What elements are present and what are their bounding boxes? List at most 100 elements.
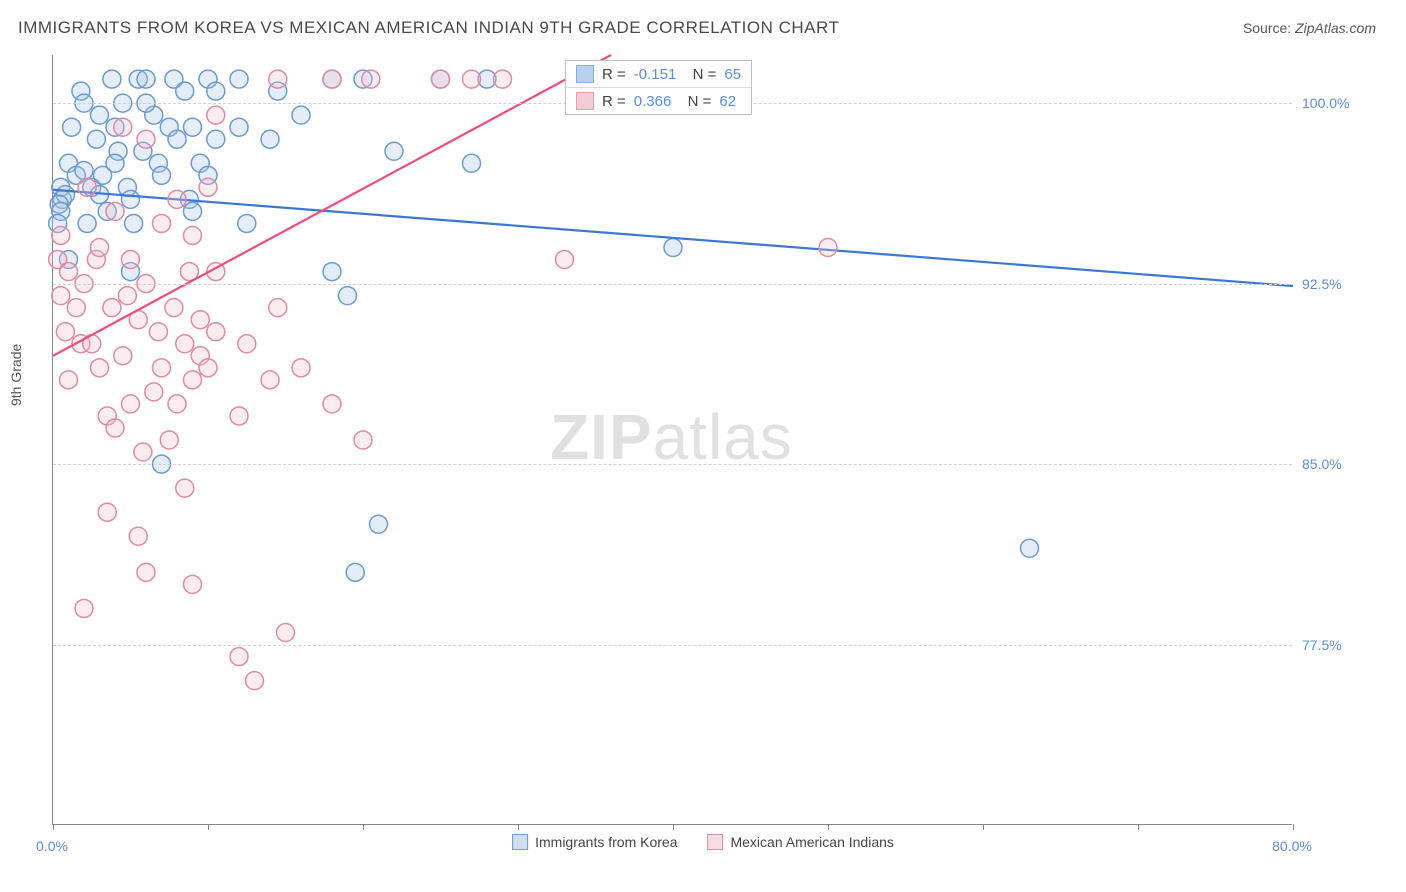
scatter-point — [230, 118, 248, 136]
legend-swatch — [576, 65, 594, 83]
scatter-point — [168, 130, 186, 148]
scatter-point — [75, 599, 93, 617]
legend-swatch — [512, 834, 528, 850]
scatter-point — [207, 323, 225, 341]
scatter-point — [207, 106, 225, 124]
scatter-point — [98, 503, 116, 521]
scatter-point — [346, 563, 364, 581]
legend-label: Immigrants from Korea — [535, 834, 677, 850]
stat-n-label: N = — [679, 93, 711, 110]
stat-r-value: -0.151 — [634, 66, 677, 83]
x-tick — [518, 824, 519, 830]
scatter-point — [168, 395, 186, 413]
scatter-point — [165, 299, 183, 317]
scatter-point — [60, 371, 78, 389]
scatter-point — [75, 162, 93, 180]
scatter-point — [261, 371, 279, 389]
scatter-point — [160, 431, 178, 449]
scatter-point — [103, 299, 121, 317]
source-label: Source: — [1243, 20, 1291, 36]
scatter-point — [238, 214, 256, 232]
scatter-point — [323, 263, 341, 281]
stat-n-label: N = — [684, 66, 716, 83]
scatter-point — [91, 359, 109, 377]
x-tick — [673, 824, 674, 830]
scatter-point — [184, 371, 202, 389]
scatter-point — [137, 130, 155, 148]
scatter-point — [67, 299, 85, 317]
scatter-point — [370, 515, 388, 533]
source-credit: Source: ZipAtlas.com — [1243, 20, 1376, 36]
scatter-point — [125, 214, 143, 232]
scatter-point — [149, 323, 167, 341]
gridline-horizontal — [53, 284, 1292, 285]
gridline-horizontal — [53, 464, 1292, 465]
scatter-point — [106, 202, 124, 220]
scatter-point — [269, 299, 287, 317]
legend-item: Immigrants from Korea — [512, 834, 677, 850]
scatter-point — [52, 287, 70, 305]
x-tick-label: 0.0% — [36, 838, 68, 854]
scatter-point — [339, 287, 357, 305]
scatter-point — [199, 359, 217, 377]
scatter-point — [230, 407, 248, 425]
scatter-point — [52, 226, 70, 244]
scatter-point — [78, 214, 96, 232]
scatter-point — [60, 263, 78, 281]
scatter-point — [153, 214, 171, 232]
source-value: ZipAtlas.com — [1295, 20, 1376, 36]
scatter-point — [1021, 539, 1039, 557]
y-tick-label: 100.0% — [1302, 95, 1349, 111]
scatter-point — [176, 82, 194, 100]
plot-area — [52, 55, 1292, 825]
scatter-point — [78, 178, 96, 196]
scatter-point — [664, 239, 682, 257]
scatter-point — [230, 70, 248, 88]
x-tick — [983, 824, 984, 830]
y-axis-label: 9th Grade — [8, 344, 24, 406]
x-tick — [1293, 824, 1294, 830]
scatter-point — [129, 527, 147, 545]
legend-item: Mexican American Indians — [707, 834, 893, 850]
x-tick — [363, 824, 364, 830]
scatter-point — [238, 335, 256, 353]
scatter-point — [176, 335, 194, 353]
scatter-point — [176, 479, 194, 497]
chart-title: IMMIGRANTS FROM KOREA VS MEXICAN AMERICA… — [18, 18, 839, 38]
stats-row: R = 0.366 N = 62 — [566, 88, 751, 114]
scatter-point — [153, 166, 171, 184]
scatter-point — [277, 624, 295, 642]
scatter-point — [91, 239, 109, 257]
scatter-point — [87, 130, 105, 148]
scatter-point — [134, 443, 152, 461]
scatter-point — [207, 82, 225, 100]
scatter-point — [354, 431, 372, 449]
x-tick-label: 80.0% — [1272, 838, 1312, 854]
scatter-point — [184, 118, 202, 136]
scatter-point — [145, 383, 163, 401]
scatter-point — [556, 251, 574, 269]
scatter-point — [323, 70, 341, 88]
scatter-point — [463, 70, 481, 88]
scatter-point — [168, 190, 186, 208]
scatter-point — [137, 563, 155, 581]
stat-r-label: R = — [602, 93, 626, 110]
x-tick — [53, 824, 54, 830]
scatter-point — [191, 311, 209, 329]
scatter-point — [246, 672, 264, 690]
chart-canvas — [53, 55, 1292, 824]
stat-r-value: 0.366 — [634, 93, 672, 110]
scatter-point — [122, 395, 140, 413]
y-tick-label: 85.0% — [1302, 456, 1342, 472]
stats-row: R = -0.151 N = 65 — [566, 61, 751, 88]
y-tick-label: 77.5% — [1302, 637, 1342, 653]
scatter-point — [385, 142, 403, 160]
scatter-point — [463, 154, 481, 172]
legend-swatch — [576, 92, 594, 110]
x-tick — [208, 824, 209, 830]
scatter-point — [137, 70, 155, 88]
scatter-point — [494, 70, 512, 88]
bottom-legend: Immigrants from Korea Mexican American In… — [512, 834, 894, 850]
scatter-point — [184, 202, 202, 220]
scatter-point — [432, 70, 450, 88]
